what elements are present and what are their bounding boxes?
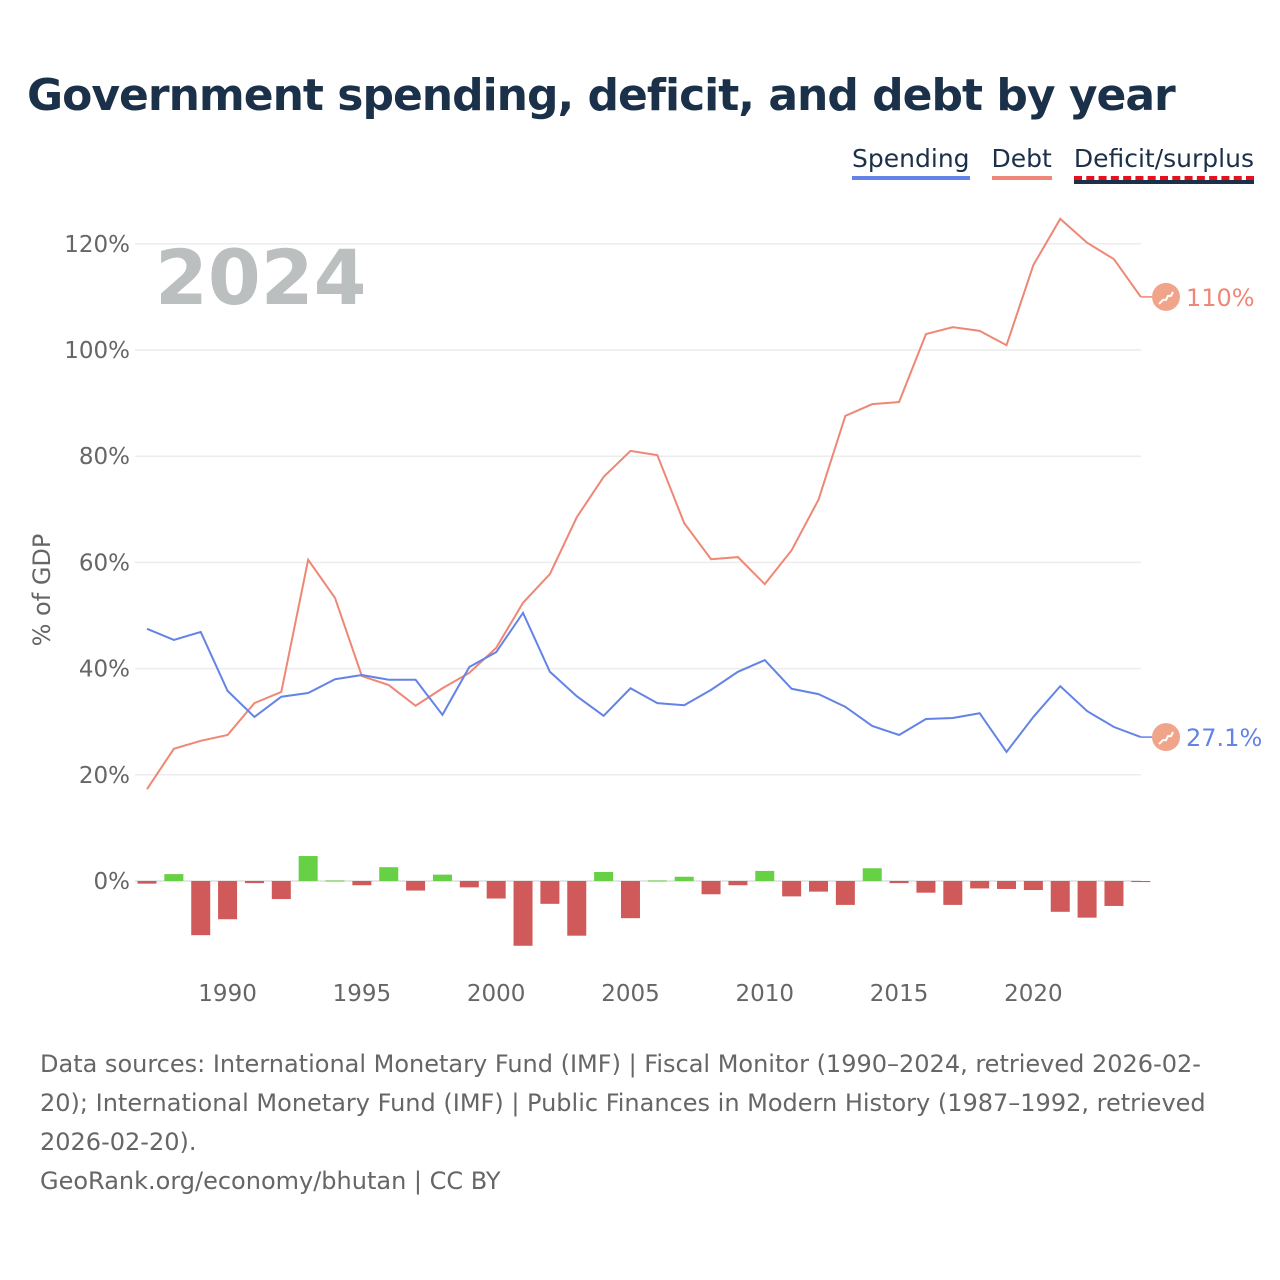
- deficit-bar: [459, 881, 479, 888]
- y-axis-label: % of GDP: [28, 534, 56, 647]
- x-tick-label: 1990: [198, 981, 257, 1007]
- y-tick-label: 0%: [94, 869, 131, 895]
- surplus-bar: [647, 880, 667, 882]
- deficit-bar: [1131, 881, 1151, 883]
- deficit-bar: [916, 881, 936, 893]
- deficit-bar: [889, 881, 909, 884]
- surplus-bar: [298, 856, 318, 881]
- surplus-bar: [379, 867, 399, 881]
- y-tick-label: 60%: [79, 550, 130, 576]
- deficit-bar: [271, 881, 291, 900]
- deficit-bar: [620, 881, 640, 919]
- spending-line: [146, 610, 1142, 754]
- surplus-bar: [325, 880, 345, 882]
- data-sources: Data sources: International Monetary Fun…: [40, 1050, 1206, 1156]
- deficit-bar: [137, 881, 157, 884]
- surplus-bar: [755, 870, 775, 881]
- deficit-bar: [728, 881, 748, 886]
- year-watermark: 2024: [155, 233, 367, 322]
- legend-spending[interactable]: Spending: [852, 144, 970, 180]
- debt-line: [146, 217, 1142, 790]
- debt-flag-icon: [1152, 282, 1180, 311]
- surplus-bar: [432, 874, 452, 881]
- x-tick-label: 2015: [870, 981, 929, 1007]
- deficit-bar: [835, 881, 855, 905]
- x-tick-label: 2020: [1004, 981, 1063, 1007]
- deficit-bar: [997, 881, 1017, 889]
- deficit-bar: [701, 881, 721, 895]
- spending-end-label: 27.1%: [1186, 724, 1262, 752]
- deficit-bar: [567, 881, 587, 936]
- legend-deficit-surplus[interactable]: Deficit/surplus: [1073, 144, 1254, 180]
- deficit-bar: [191, 881, 211, 936]
- y-tick-label: 100%: [64, 338, 130, 364]
- deficit-bar: [809, 881, 828, 892]
- deficit-bar: [1104, 881, 1124, 906]
- x-tick-label: 2005: [601, 981, 660, 1007]
- deficit-bar: [540, 881, 560, 904]
- deficit-bar: [1077, 881, 1097, 918]
- y-tick-label: 40%: [79, 657, 130, 683]
- surplus-bar: [674, 876, 694, 881]
- surplus-bar: [862, 868, 882, 881]
- y-tick-label: 20%: [79, 763, 130, 789]
- legend: Spending Debt Deficit/surplus: [852, 144, 1254, 180]
- deficit-bar: [782, 881, 802, 897]
- deficit-bar: [486, 881, 506, 899]
- credit-link[interactable]: GeoRank.org/economy/bhutan | CC BY: [40, 1167, 501, 1195]
- x-tick-label: 2000: [467, 981, 526, 1007]
- deficit-bar: [406, 881, 426, 891]
- y-tick-label: 80%: [79, 444, 130, 470]
- deficit-bar: [244, 881, 264, 884]
- x-tick-label: 2010: [736, 981, 795, 1007]
- debt-flag-emblem-icon: [1158, 291, 1174, 305]
- deficit-bar: [352, 881, 372, 886]
- chart-plot: 0% 20% 40% 60% 80% 100% 120% 1990 1995 2000 2005 20…: [28, 217, 1262, 1007]
- deficit-bar: [218, 881, 238, 920]
- deficit-bar: [513, 881, 533, 946]
- chart-title: Government spending, deficit, and debt b…: [27, 70, 1176, 121]
- spending-flag-icon: [1152, 723, 1180, 752]
- x-tick-label: 1995: [333, 981, 392, 1007]
- spending-flag-emblem-icon: [1158, 731, 1174, 745]
- legend-debt[interactable]: Debt: [991, 144, 1052, 180]
- deficit-bar: [970, 881, 990, 889]
- footer: Data sources: International Monetary Fun…: [40, 1045, 1240, 1201]
- surplus-bar: [594, 871, 614, 881]
- debt-end-label: 110%: [1186, 284, 1255, 312]
- surplus-bar: [164, 874, 184, 881]
- deficit-bar: [943, 881, 963, 905]
- y-tick-label: 120%: [64, 232, 130, 258]
- deficit-bar: [1050, 881, 1070, 912]
- deficit-bar: [1023, 881, 1043, 891]
